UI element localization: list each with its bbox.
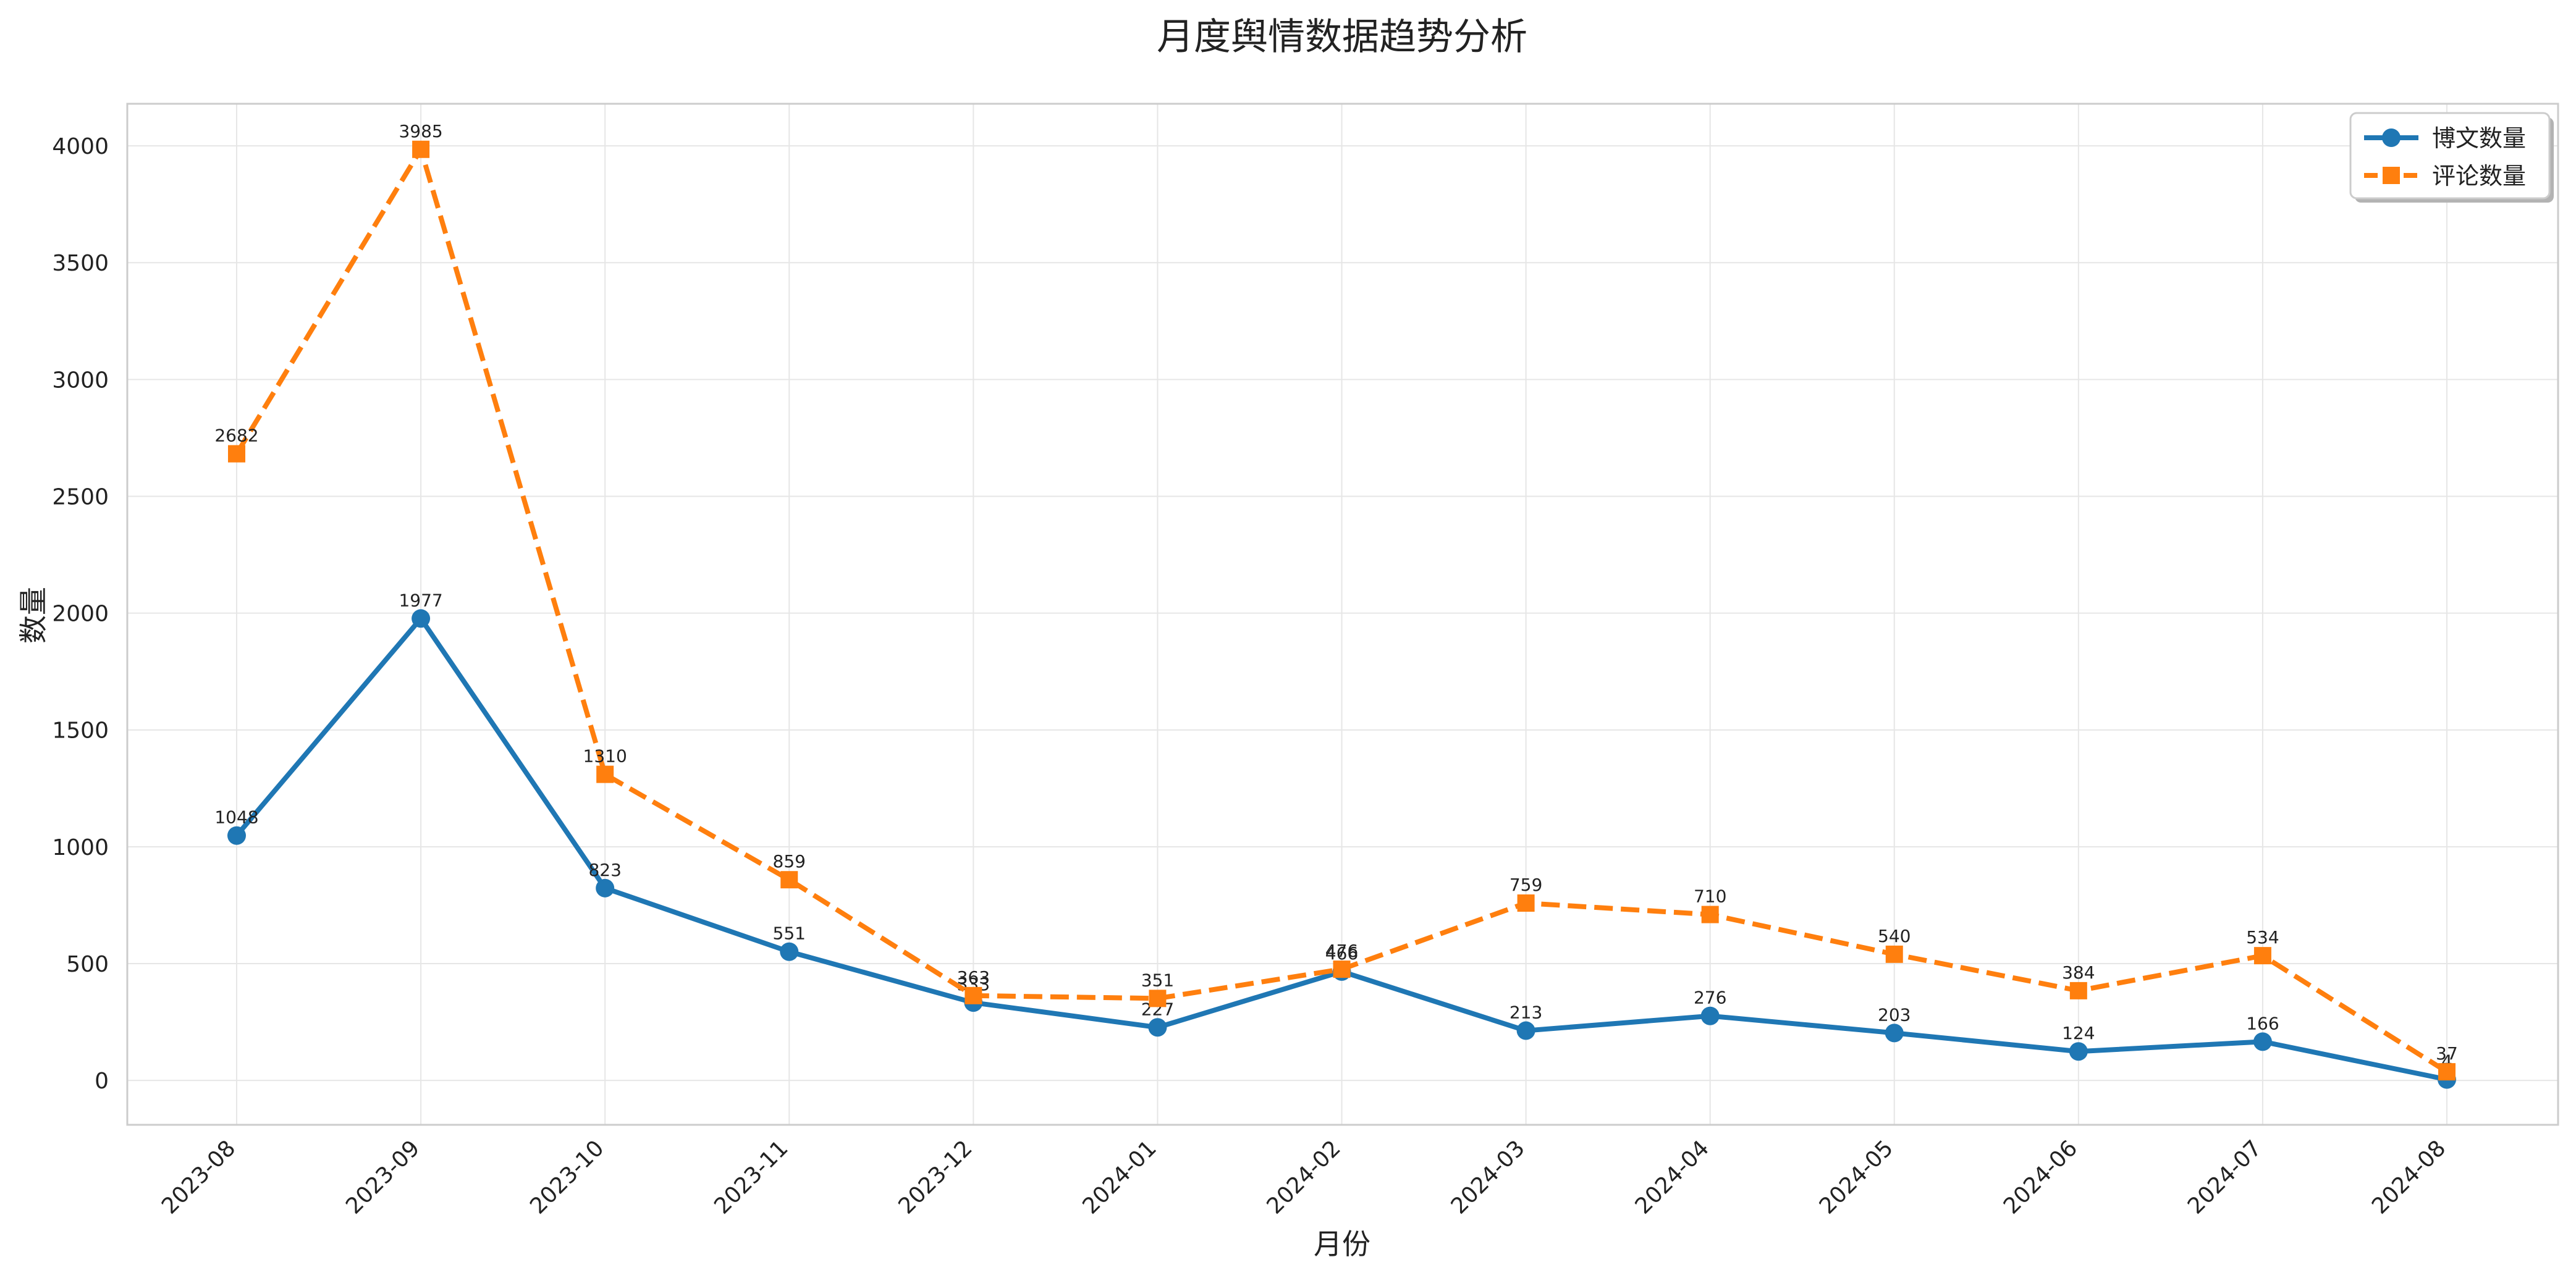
data-point <box>1518 894 1535 912</box>
y-tick-label: 4000 <box>52 134 109 159</box>
data-label: 124 <box>2062 1023 2095 1043</box>
x-tick-label: 2023-08 <box>157 1135 240 1219</box>
data-point <box>2253 1032 2272 1051</box>
data-point <box>412 141 429 158</box>
data-point <box>1333 961 1351 978</box>
data-label: 540 <box>1878 926 1911 946</box>
data-label: 384 <box>2062 962 2095 983</box>
data-label: 859 <box>773 851 806 872</box>
x-tick-label: 2024-04 <box>1631 1135 1714 1219</box>
y-axis-label: 数量 <box>17 587 50 644</box>
data-point <box>1148 1018 1167 1036</box>
y-tick-label: 3500 <box>52 251 109 276</box>
data-label: 759 <box>1510 875 1542 895</box>
x-tick-label: 2024-05 <box>1815 1135 1898 1219</box>
data-point <box>2070 982 2087 999</box>
x-tick-label: 2023-11 <box>709 1135 793 1219</box>
x-tick-label: 2024-01 <box>1078 1135 1161 1219</box>
data-label: 710 <box>1694 886 1726 907</box>
data-point <box>1885 1024 1904 1042</box>
data-label: 1048 <box>214 807 258 828</box>
y-tick-label: 500 <box>66 952 109 977</box>
data-label: 166 <box>2246 1013 2279 1033</box>
data-point <box>2254 947 2271 964</box>
data-point <box>2438 1063 2456 1080</box>
data-point <box>2069 1042 2088 1061</box>
legend-marker <box>2383 167 2400 184</box>
data-point <box>596 766 614 783</box>
legend-label: 博文数量 <box>2432 125 2526 152</box>
data-label: 551 <box>773 923 806 944</box>
data-point <box>780 943 798 961</box>
x-axis-label: 月份 <box>1314 1227 1370 1261</box>
x-tick-label: 2024-02 <box>1262 1135 1346 1219</box>
x-tick-label: 2023-09 <box>341 1135 424 1219</box>
data-label: 823 <box>588 860 621 880</box>
data-label: 534 <box>2246 927 2279 948</box>
y-tick-label: 0 <box>95 1069 109 1094</box>
data-label: 363 <box>957 967 990 988</box>
y-tick-label: 1500 <box>52 718 109 744</box>
data-point <box>228 445 245 463</box>
data-label: 1977 <box>399 590 442 610</box>
data-point <box>1702 906 1719 923</box>
data-point <box>1149 990 1166 1007</box>
y-tick-label: 1000 <box>52 835 109 860</box>
data-point <box>1701 1007 1720 1025</box>
data-point <box>965 987 982 1004</box>
data-point <box>1517 1022 1535 1040</box>
data-label: 276 <box>1694 988 1726 1008</box>
series-2: 2682 3985 1310 859 363 351 476 759 710 540 384 534 3… <box>214 121 2457 1080</box>
x-axis: 2023-08 2023-09 2023-10 2023-11 2023-12 2024-… <box>157 1135 2451 1219</box>
data-point <box>780 871 798 888</box>
data-label: 2682 <box>214 426 258 446</box>
y-axis: 0 500 1000 1500 2000 2500 3000 3500 4000 <box>52 134 109 1094</box>
data-label: 213 <box>1510 1003 1542 1023</box>
data-point <box>227 826 246 845</box>
x-tick-label: 2024-06 <box>1999 1135 2082 1219</box>
y-tick-label: 2500 <box>52 484 109 510</box>
data-point <box>412 609 430 628</box>
x-tick-label: 2023-12 <box>893 1135 977 1219</box>
x-tick-label: 2023-10 <box>525 1135 609 1219</box>
legend-label: 评论数量 <box>2432 162 2526 190</box>
data-point <box>596 879 614 898</box>
legend-marker <box>2382 128 2401 147</box>
data-label: 476 <box>1325 941 1358 961</box>
data-label: 1310 <box>583 746 627 767</box>
y-tick-label: 2000 <box>52 602 109 627</box>
x-tick-label: 2024-08 <box>2367 1135 2451 1219</box>
data-label: 351 <box>1141 970 1174 990</box>
x-tick-label: 2024-03 <box>1446 1135 1530 1219</box>
y-tick-label: 3000 <box>52 368 109 393</box>
x-tick-label: 2024-07 <box>2183 1135 2266 1219</box>
data-label: 3985 <box>399 121 442 141</box>
data-label: 203 <box>1878 1004 1911 1025</box>
data-point <box>1886 946 1903 963</box>
chart-title: 月度舆情数据趋势分析 <box>1157 15 1527 59</box>
data-label: 37 <box>2436 1043 2458 1064</box>
